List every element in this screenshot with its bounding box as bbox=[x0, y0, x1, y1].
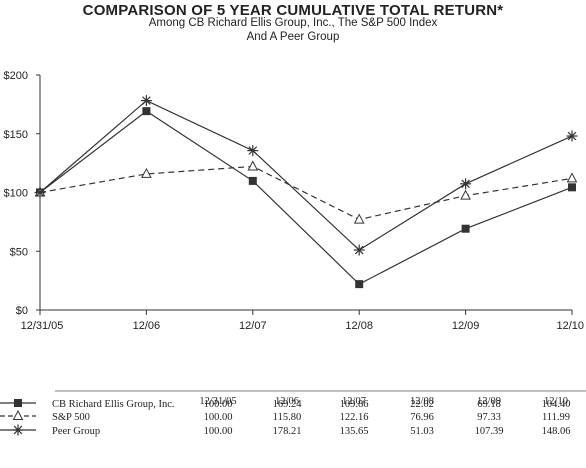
legend-swatch-0 bbox=[0, 399, 36, 407]
y-tick-label: $50 bbox=[10, 246, 28, 258]
data-point bbox=[248, 176, 257, 185]
table-cell: 69.18 bbox=[477, 399, 501, 410]
table-cell: 97.33 bbox=[477, 412, 501, 423]
y-tick-label: $100 bbox=[4, 188, 28, 200]
data-point bbox=[461, 224, 470, 233]
table-header: 12/07 bbox=[342, 396, 366, 407]
table-cell: 107.39 bbox=[475, 426, 504, 437]
legend-swatch-1 bbox=[0, 409, 36, 420]
series-line bbox=[39, 165, 573, 221]
table-cell: 115.80 bbox=[273, 412, 302, 423]
data-point bbox=[141, 167, 152, 178]
data-point bbox=[355, 280, 364, 289]
table-cell: 109.86 bbox=[340, 399, 369, 410]
data-point bbox=[247, 160, 259, 171]
table-cell: 104.40 bbox=[542, 399, 571, 410]
x-tick-label: 12/07 bbox=[239, 320, 267, 332]
y-tick-label: $0 bbox=[16, 305, 28, 317]
legend-marker bbox=[12, 409, 24, 420]
table-cell: 100.00 bbox=[204, 412, 233, 423]
legend-marker bbox=[12, 424, 24, 436]
table-row-name: CB Richard Ellis Group, Inc. bbox=[52, 399, 174, 410]
table-header: 12/31/05 bbox=[199, 396, 236, 407]
table-cell: 22.02 bbox=[410, 399, 434, 410]
data-point bbox=[34, 187, 46, 198]
x-tick-label: 12/31/05 bbox=[21, 320, 64, 332]
data-point bbox=[566, 130, 578, 142]
table-header: 12/06 bbox=[275, 396, 299, 407]
data-point bbox=[353, 244, 365, 256]
table-cell: 111.99 bbox=[542, 412, 570, 423]
table-row-name: Peer Group bbox=[52, 426, 100, 437]
data-point bbox=[566, 172, 578, 183]
series-2 bbox=[34, 95, 578, 256]
series-1 bbox=[34, 160, 578, 224]
x-tick-label: 12/09 bbox=[452, 320, 480, 332]
series-line bbox=[39, 110, 573, 285]
table-cell: 51.03 bbox=[410, 426, 434, 437]
y-tick-label: $200 bbox=[4, 70, 28, 82]
data-point bbox=[247, 145, 259, 157]
series-line bbox=[39, 99, 573, 251]
legend-swatch-2 bbox=[0, 424, 36, 436]
table-cell: 122.16 bbox=[340, 412, 369, 423]
data-point bbox=[568, 183, 576, 192]
table-cell: 148.06 bbox=[542, 426, 571, 437]
table-cell: 169.24 bbox=[273, 399, 303, 410]
table-cell: 135.65 bbox=[340, 426, 369, 437]
series-layer bbox=[34, 95, 578, 289]
table-cell: 76.96 bbox=[410, 412, 434, 423]
chart-title: COMPARISON OF 5 YEAR CUMULATIVE TOTAL RE… bbox=[82, 2, 504, 19]
data-table: 12/31/05 12/06 12/07 12/08 12/09 12/10 CB Rich… bbox=[0, 390, 586, 437]
data-point bbox=[353, 213, 365, 224]
chart-subtitle-line-2: And A Peer Group bbox=[246, 31, 340, 43]
table-cell: 100.00 bbox=[204, 426, 233, 437]
table-header: 12/10 bbox=[544, 396, 568, 407]
x-tick-label: 12/08 bbox=[345, 320, 373, 332]
data-point bbox=[460, 178, 472, 190]
chart-subtitle-line-1: Among CB Richard Ellis Group, Inc., The … bbox=[148, 17, 438, 29]
table-cell: 100.00 bbox=[204, 399, 233, 410]
table-header: 12/08 bbox=[410, 396, 434, 407]
chart-axes: $0 $50 $100 $150 $200 12/31/05 12/06 12/07 12/08… bbox=[4, 70, 584, 332]
table-row-name: S&P 500 bbox=[52, 412, 90, 423]
y-tick-label: $150 bbox=[4, 129, 28, 141]
table-header: 12/09 bbox=[477, 396, 501, 407]
table-cell: 178.21 bbox=[273, 426, 302, 437]
series-0 bbox=[36, 107, 576, 289]
legend-marker bbox=[14, 399, 22, 407]
x-tick-label: 12/06 bbox=[133, 320, 161, 332]
data-point bbox=[142, 107, 151, 116]
data-point bbox=[140, 95, 152, 107]
data-point bbox=[460, 189, 471, 200]
x-tick-label: 12/10 bbox=[556, 320, 584, 332]
